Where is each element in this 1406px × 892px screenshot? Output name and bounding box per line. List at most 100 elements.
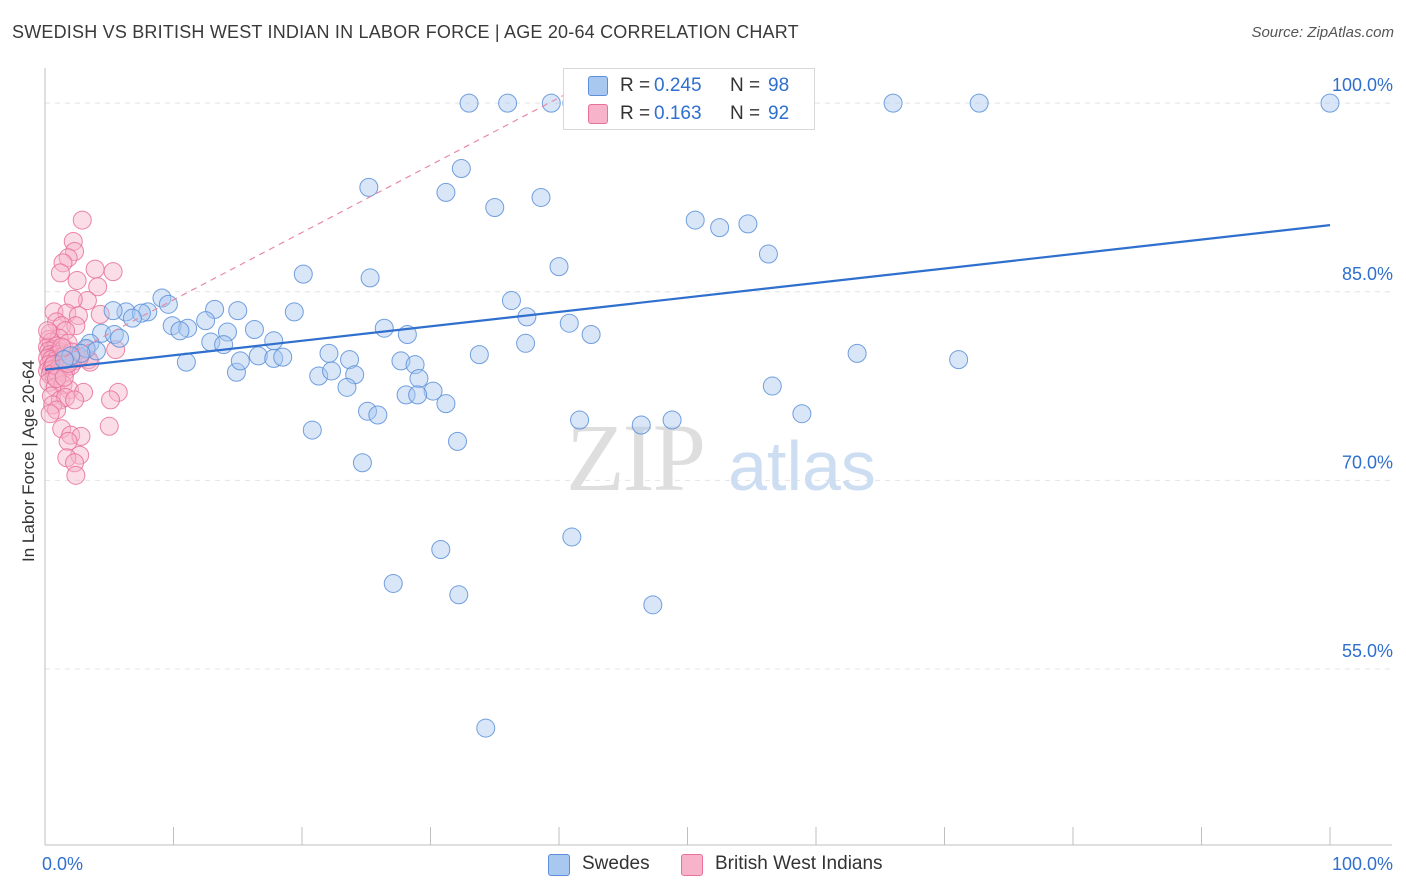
r-value: 0.163 bbox=[654, 103, 702, 124]
swedes-point-33 bbox=[178, 318, 198, 338]
swedes-point-26 bbox=[103, 301, 123, 321]
swedes-point-9 bbox=[359, 177, 379, 197]
y-tick-label-1: 70.0% bbox=[1342, 452, 1393, 472]
swedes-point-20 bbox=[501, 291, 521, 311]
swedes-point-19 bbox=[293, 264, 313, 284]
swedes-point-73 bbox=[408, 385, 428, 405]
bwi-point-10 bbox=[77, 291, 97, 311]
n-value: 98 bbox=[768, 75, 790, 96]
bwi-point-15 bbox=[90, 304, 110, 324]
bwi-point-8 bbox=[67, 270, 87, 290]
swedes-point-79 bbox=[352, 453, 372, 473]
y-tick-label-0: 55.0% bbox=[1342, 641, 1393, 661]
n-label: N = bbox=[730, 75, 761, 96]
watermark-zip: ZIP bbox=[566, 404, 704, 511]
bottom-legend: Swedes British West Indians bbox=[0, 852, 1406, 878]
r-label: R = bbox=[620, 103, 651, 124]
y-axis-title: In Labor Force | Age 20-64 bbox=[19, 360, 38, 562]
swedes-point-63 bbox=[391, 351, 411, 371]
bwi-point-5 bbox=[85, 259, 105, 279]
r-value: 0.245 bbox=[654, 75, 702, 96]
swedes-point-5 bbox=[883, 93, 903, 113]
swedes-point-17 bbox=[549, 257, 569, 277]
bwi-point-77 bbox=[71, 426, 91, 446]
swedes-point-31 bbox=[196, 311, 216, 331]
swedes-point-51 bbox=[176, 352, 196, 372]
watermark-atlas: atlas bbox=[728, 427, 876, 505]
bwi-point-9 bbox=[88, 277, 108, 297]
swedes-point-15 bbox=[685, 210, 705, 230]
swedes-point-41 bbox=[581, 325, 601, 345]
swedes-point-90 bbox=[562, 527, 582, 547]
swedes-point-66 bbox=[516, 333, 536, 353]
swedes-point-70 bbox=[337, 377, 357, 397]
y-tick-label-2: 85.0% bbox=[1342, 264, 1393, 284]
legend-label: Swedes bbox=[582, 853, 650, 874]
bwi-point-56 bbox=[106, 340, 126, 360]
bwi-point-70 bbox=[65, 390, 85, 410]
swedes-point-18 bbox=[360, 268, 380, 288]
swedes-point-77 bbox=[302, 420, 322, 440]
swedes-point-16 bbox=[758, 244, 778, 264]
swedes-point-76 bbox=[368, 405, 388, 425]
n-label: N = bbox=[730, 103, 761, 124]
bwi-trend-line bbox=[44, 83, 585, 368]
swedes-point-2 bbox=[541, 93, 561, 113]
swedes-point-34 bbox=[170, 321, 190, 341]
bwi-point-83 bbox=[66, 465, 86, 485]
swedes-point-7 bbox=[1320, 93, 1340, 113]
bwi-point-78 bbox=[99, 416, 119, 436]
swedes-point-37 bbox=[374, 318, 394, 338]
swedes-point-68 bbox=[340, 350, 360, 370]
bwi-point-3 bbox=[58, 248, 78, 268]
swedes-point-81 bbox=[631, 415, 651, 435]
stats-legend: R = 0.245 N = 98 R = 0.163 N = 92 bbox=[563, 68, 815, 130]
x-tick-label-max: 100.0% bbox=[1332, 854, 1393, 874]
swedes-point-83 bbox=[762, 376, 782, 396]
n-value: 92 bbox=[768, 103, 790, 124]
swedes-point-89 bbox=[449, 585, 469, 605]
bwi-swatch-icon bbox=[588, 104, 608, 124]
swedes-point-55 bbox=[248, 346, 268, 366]
bwi-point-74 bbox=[40, 404, 60, 424]
swedes-point-84 bbox=[792, 404, 812, 424]
swedes-point-1 bbox=[498, 93, 518, 113]
swedes-point-62 bbox=[322, 361, 342, 381]
swedes-point-30 bbox=[122, 308, 142, 328]
bwi-point-71 bbox=[101, 390, 121, 410]
swedes-point-14 bbox=[710, 218, 730, 238]
r-label: R = bbox=[620, 75, 651, 96]
bwi-point-66 bbox=[108, 382, 128, 402]
legend-label: British West Indians bbox=[715, 853, 883, 874]
swedes-point-67 bbox=[409, 369, 429, 389]
swedes-point-40 bbox=[559, 313, 579, 333]
swedes-point-72 bbox=[396, 385, 416, 405]
bwi-swatch-icon bbox=[681, 854, 703, 876]
swedes-point-0 bbox=[459, 93, 479, 113]
swedes-point-58 bbox=[226, 362, 246, 382]
swedes-point-54 bbox=[264, 331, 284, 351]
axes-layer bbox=[44, 68, 1392, 846]
swedes-point-78 bbox=[447, 431, 467, 451]
swedes-point-86 bbox=[949, 350, 969, 370]
swedes-point-36 bbox=[244, 319, 264, 339]
legend-row-swedes: R = 0.245 N = 98 bbox=[564, 73, 814, 99]
swedes-point-28 bbox=[228, 301, 248, 321]
bwi-point-7 bbox=[50, 263, 70, 283]
swedes-point-65 bbox=[469, 345, 489, 365]
y-tick-label-3: 100.0% bbox=[1332, 75, 1393, 95]
swedes-point-91 bbox=[643, 595, 663, 615]
swedes-point-74 bbox=[436, 394, 456, 414]
swedes-point-82 bbox=[662, 410, 682, 430]
swedes-point-29 bbox=[284, 302, 304, 322]
legend-row-bwi: R = 0.163 N = 92 bbox=[564, 101, 814, 127]
trend-lines bbox=[44, 83, 1331, 371]
bwi-point-18 bbox=[66, 316, 86, 336]
source-label: Source: ZipAtlas.com bbox=[1251, 24, 1394, 41]
bwi-point-91 bbox=[38, 321, 58, 341]
swedes-point-47 bbox=[86, 341, 106, 361]
bwi-point-73 bbox=[47, 400, 67, 420]
swedes-point-85 bbox=[847, 343, 867, 363]
swedes-swatch-icon bbox=[548, 854, 570, 876]
